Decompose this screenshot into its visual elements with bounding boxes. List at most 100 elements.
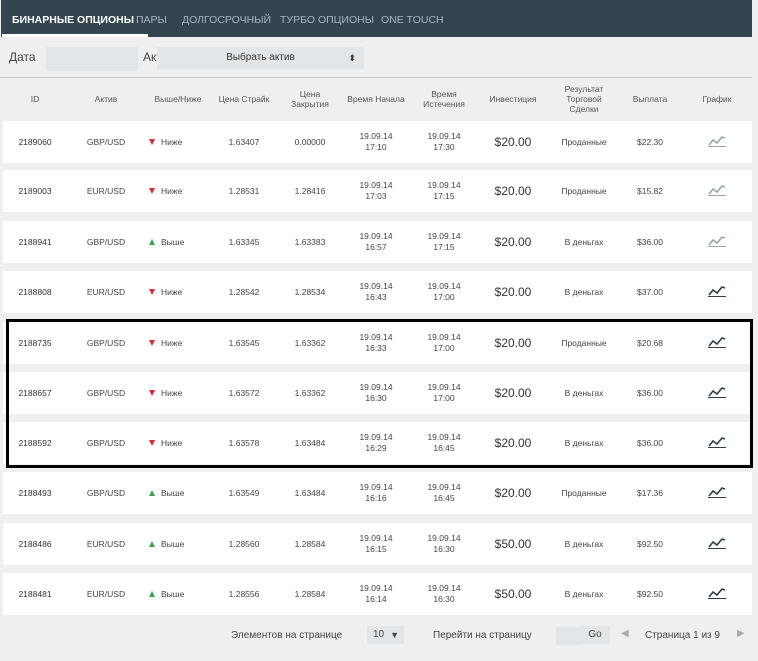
cell-asset: GBP/USD: [86, 437, 126, 448]
cell-start-time: 19.09.14 17:10: [359, 131, 393, 152]
direction-label: Ниже: [161, 437, 183, 448]
cell-chart[interactable]: [689, 523, 745, 565]
table-row[interactable]: 2188481 EUR/USD Выше 1.28556 1.28584 19.09.14…: [3, 573, 752, 615]
column-header-start-time: Время Начала: [347, 94, 405, 104]
cell-start-time: 19.09.14 16:14: [359, 583, 393, 604]
cell-asset: GBP/USD: [86, 387, 126, 398]
table-row[interactable]: 2188592 GBP/USD Ниже 1.63578 1.63484 19.09.14…: [3, 422, 752, 464]
asset-select[interactable]: Выбрать актив ⬍: [157, 47, 364, 69]
cell-id: 2189003: [18, 185, 52, 196]
cell-close-price: 1.28584: [294, 538, 326, 549]
tab-pairs[interactable]: ПАРЫ: [136, 14, 167, 26]
cell-trade-result: Проданные: [561, 487, 607, 498]
cell-trade-result: В деньгах: [564, 538, 604, 549]
cell-direction: Ниже: [143, 121, 213, 163]
cell-start-time: 19.09.14 17:03: [359, 180, 393, 201]
per-page-select[interactable]: 10 ▼: [367, 626, 404, 644]
cell-payout: $37.00: [637, 286, 663, 297]
table-row[interactable]: 2188941 GBP/USD Выше 1.63345 1.63383 19.09.14…: [3, 221, 752, 263]
chart-line-icon[interactable]: [708, 184, 726, 199]
chart-line-icon[interactable]: [708, 587, 726, 602]
chart-line-icon[interactable]: [708, 386, 726, 401]
cell-chart[interactable]: [689, 422, 745, 464]
cell-expiry-time: 19.09.14 17:30: [427, 131, 461, 152]
date-input[interactable]: [46, 47, 138, 71]
table-row[interactable]: 2188493 GBP/USD Выше 1.63549 1.63484 19.09.14…: [3, 472, 752, 514]
cell-asset: EUR/USD: [86, 286, 126, 297]
page-number-input[interactable]: [556, 627, 581, 645]
cell-strike-price: 1.63549: [228, 487, 260, 498]
tab-turbo-options[interactable]: ТУРБО ОПЦИОНЫ: [280, 14, 375, 26]
cell-chart[interactable]: [689, 573, 745, 615]
tab-bar: БИНАРНЫЕ ОПЦИОНЫ ПАРЫ ДОЛГОСРОЧНЫЙ ТУРБО…: [1, 0, 752, 37]
cell-chart[interactable]: [689, 372, 745, 414]
cell-payout: $15.82: [637, 185, 663, 196]
table-row[interactable]: 2188657 GBP/USD Ниже 1.63572 1.63362 19.09.14…: [3, 372, 752, 414]
cell-start-time: 19.09.14 16:30: [359, 382, 393, 403]
chart-line-icon[interactable]: [708, 537, 726, 552]
chart-line-icon[interactable]: [708, 336, 726, 351]
cell-chart[interactable]: [689, 472, 745, 514]
table-row[interactable]: 2189003 EUR/USD Ниже 1.28531 1.28416 19.09.14…: [3, 170, 752, 212]
column-header-investment: Инвестиция: [489, 94, 537, 104]
cell-asset: GBP/USD: [86, 236, 126, 247]
cell-chart[interactable]: [689, 221, 745, 263]
cell-chart[interactable]: [689, 322, 745, 364]
direction-label: Выше: [161, 236, 185, 247]
arrow-down-icon: [149, 340, 155, 346]
cell-direction: Ниже: [143, 422, 213, 464]
cell-strike-price: 1.28560: [228, 538, 260, 549]
cell-close-price: 1.63362: [294, 337, 326, 348]
go-button[interactable]: Go: [580, 626, 610, 644]
tab-one-touch[interactable]: ONE TOUCH: [381, 14, 444, 26]
direction-label: Выше: [161, 487, 185, 498]
cell-close-price: 1.28534: [294, 286, 326, 297]
cell-payout: $17.36: [637, 487, 663, 498]
cell-payout: $92.50: [637, 538, 663, 549]
chart-line-icon[interactable]: [708, 285, 726, 300]
cell-strike-price: 1.28556: [228, 588, 260, 599]
cell-asset: GBP/USD: [86, 487, 126, 498]
cell-start-time: 19.09.14 16:29: [359, 432, 393, 453]
cell-id: 2189060: [18, 136, 52, 147]
cell-direction: Ниже: [143, 322, 213, 364]
cell-close-price: 1.28416: [294, 185, 326, 196]
table-row[interactable]: 2188735 GBP/USD Ниже 1.63545 1.63362 19.09.14…: [3, 322, 752, 364]
chart-line-icon[interactable]: [708, 235, 726, 250]
cell-strike-price: 1.63345: [228, 236, 260, 247]
per-page-label: Элементов на странице: [231, 630, 343, 641]
table-row[interactable]: 2189060 GBP/USD Ниже 1.63407 0.00000 19.09.14…: [3, 121, 752, 163]
cell-chart[interactable]: [689, 170, 745, 212]
chart-line-icon[interactable]: [708, 436, 726, 451]
cell-asset: EUR/USD: [86, 538, 126, 549]
table-row[interactable]: 2188808 EUR/USD Ниже 1.28542 1.28534 19.09.14…: [3, 271, 752, 313]
cell-chart[interactable]: [689, 121, 745, 163]
chart-line-icon[interactable]: [708, 486, 726, 501]
cell-strike-price: 1.63545: [228, 337, 260, 348]
cell-expiry-time: 19.09.14 16:45: [427, 482, 461, 503]
cell-investment: $20.00: [494, 335, 532, 350]
chevron-left-icon[interactable]: ◀: [621, 628, 629, 639]
cell-chart[interactable]: [689, 271, 745, 313]
cell-trade-result: В деньгах: [564, 286, 604, 297]
chevron-right-icon[interactable]: ▶: [737, 628, 745, 639]
cell-expiry-time: 19.09.14 17:00: [427, 281, 461, 302]
cell-expiry-time: 19.09.14 17:00: [427, 382, 461, 403]
table-row[interactable]: 2188486 EUR/USD Выше 1.28560 1.28584 19.09.14…: [3, 523, 752, 565]
cell-id: 2188657: [18, 387, 52, 398]
cell-start-time: 19.09.14 16:57: [359, 231, 393, 252]
direction-label: Выше: [161, 588, 185, 599]
column-header-chart: График: [702, 94, 732, 104]
cell-strike-price: 1.63578: [228, 437, 260, 448]
tab-long-term[interactable]: ДОЛГОСРОЧНЫЙ: [182, 14, 272, 26]
cell-id: 2188481: [18, 588, 52, 599]
cell-investment: $20.00: [494, 134, 532, 149]
tab-binary-options[interactable]: БИНАРНЫЕ ОПЦИОНЫ: [1, 0, 149, 37]
cell-close-price: 1.28584: [294, 588, 326, 599]
chart-line-icon[interactable]: [708, 135, 726, 150]
direction-label: Ниже: [161, 337, 183, 348]
cell-payout: $92.50: [637, 588, 663, 599]
cell-direction: Ниже: [143, 271, 213, 313]
direction-label: Ниже: [161, 185, 183, 196]
cell-trade-result: В деньгах: [564, 236, 604, 247]
